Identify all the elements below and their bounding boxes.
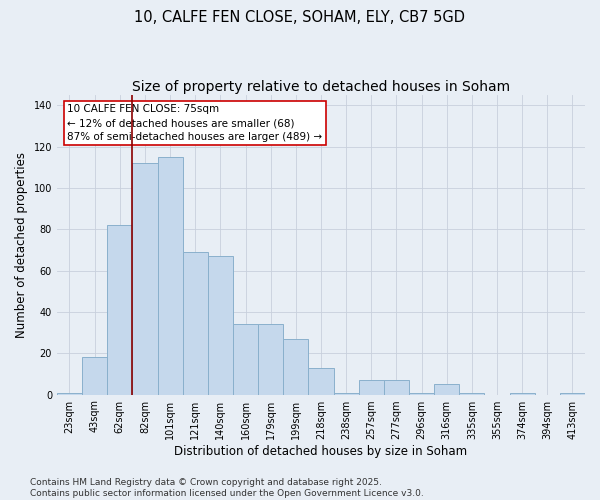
Bar [107,226,133,394]
Bar [409,392,434,394]
Bar [182,252,208,394]
Text: Contains HM Land Registry data © Crown copyright and database right 2025.
Contai: Contains HM Land Registry data © Crown c… [30,478,424,498]
Bar [133,164,158,394]
Bar [233,324,258,394]
Bar [283,339,308,394]
Bar [459,392,484,394]
Bar [334,392,359,394]
Bar [82,358,107,395]
X-axis label: Distribution of detached houses by size in Soham: Distribution of detached houses by size … [175,444,467,458]
Bar [359,380,384,394]
Bar [560,392,585,394]
Bar [434,384,459,394]
Title: Size of property relative to detached houses in Soham: Size of property relative to detached ho… [132,80,510,94]
Bar [158,157,182,394]
Bar [208,256,233,394]
Bar [509,392,535,394]
Text: 10, CALFE FEN CLOSE, SOHAM, ELY, CB7 5GD: 10, CALFE FEN CLOSE, SOHAM, ELY, CB7 5GD [134,10,466,25]
Bar [308,368,334,394]
Bar [384,380,409,394]
Bar [258,324,283,394]
Text: 10 CALFE FEN CLOSE: 75sqm
← 12% of detached houses are smaller (68)
87% of semi-: 10 CALFE FEN CLOSE: 75sqm ← 12% of detac… [67,104,323,142]
Bar [57,392,82,394]
Y-axis label: Number of detached properties: Number of detached properties [15,152,28,338]
